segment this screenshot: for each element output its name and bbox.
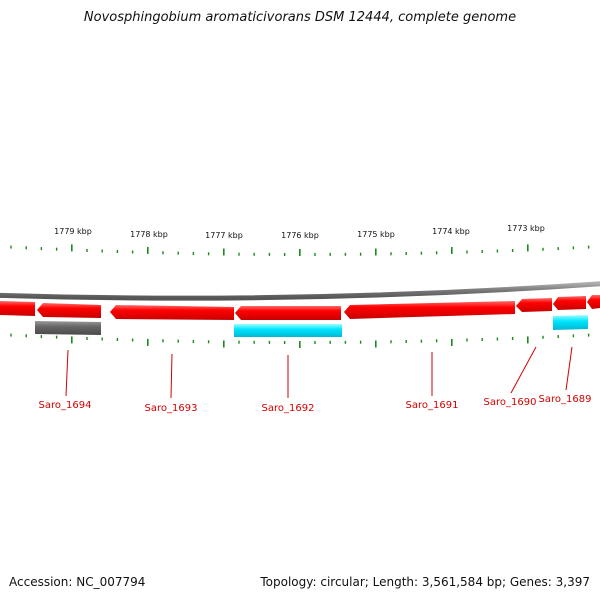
gene-label[interactable]: Saro_1691 [406,400,459,411]
cds-feature[interactable] [0,301,35,316]
kbp-label: 1776 kbp [281,231,319,240]
cds-feature[interactable] [110,305,234,320]
gene-label[interactable]: Saro_1690 [484,397,537,408]
kbp-labels: 1779 kbp 1778 kbp 1777 kbp 1776 kbp 1775… [54,224,545,240]
gene-label[interactable]: Saro_1692 [262,403,315,414]
leader-line [565,346,573,391]
leader-line [170,353,173,399]
tick-row-top [10,244,590,256]
cds-feature[interactable] [516,298,552,312]
kbp-label: 1774 kbp [432,227,470,236]
leader-line [65,349,69,397]
genome-backbone [0,281,600,301]
leader-line [510,346,537,394]
kbp-label: 1778 kbp [130,230,168,239]
gene-label[interactable]: Saro_1693 [145,403,198,414]
cds-feature[interactable] [37,303,101,318]
kbp-label: 1773 kbp [507,224,545,233]
kbp-label: 1775 kbp [357,230,395,239]
gene-track [35,315,588,337]
gene-labels: Saro_1694 Saro_1693 Saro_1692 Saro_1691 … [39,394,592,414]
map-title: Novosphingobium aromaticivorans DSM 1244… [83,10,517,25]
cds-feature[interactable] [235,306,341,320]
cds-track [0,295,600,320]
gene-feature-cyan[interactable] [234,324,342,337]
kbp-label: 1779 kbp [54,227,92,236]
leader-lines [65,346,573,399]
accession-text: Accession: NC_007794 [9,575,146,589]
tick-row-bottom [10,333,590,348]
cds-feature[interactable] [553,296,586,310]
gene-feature-gray[interactable] [35,321,101,335]
gene-feature-cyan[interactable] [553,315,588,330]
gene-label[interactable]: Saro_1694 [39,400,92,411]
cds-feature[interactable] [587,295,600,309]
cds-feature[interactable] [344,301,515,319]
genome-summary-text: Topology: circular; Length: 3,561,584 bp… [260,575,590,589]
kbp-label: 1777 kbp [205,231,243,240]
gene-label[interactable]: Saro_1689 [539,394,592,405]
